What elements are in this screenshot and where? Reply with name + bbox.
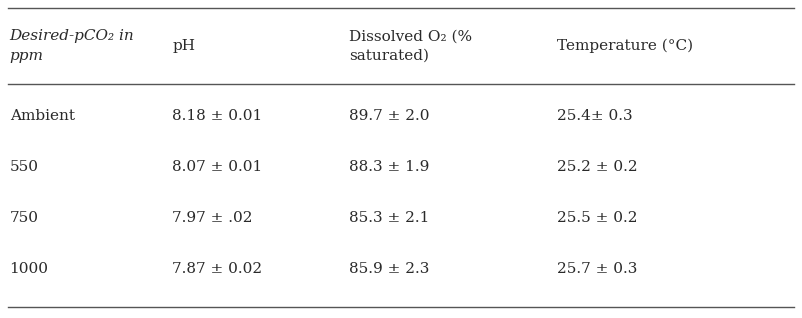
Text: 85.9 ± 2.3: 85.9 ± 2.3 bbox=[349, 262, 429, 276]
Text: 25.4± 0.3: 25.4± 0.3 bbox=[557, 109, 633, 123]
Text: 750: 750 bbox=[10, 211, 38, 225]
Text: Ambient: Ambient bbox=[10, 109, 75, 123]
Text: 550: 550 bbox=[10, 160, 38, 174]
Text: 1000: 1000 bbox=[10, 262, 49, 276]
Text: 25.7 ± 0.3: 25.7 ± 0.3 bbox=[557, 262, 638, 276]
Text: 8.07 ± 0.01: 8.07 ± 0.01 bbox=[172, 160, 263, 174]
Text: 25.5 ± 0.2: 25.5 ± 0.2 bbox=[557, 211, 638, 225]
Text: Temperature (°C): Temperature (°C) bbox=[557, 39, 694, 53]
Text: 7.87 ± 0.02: 7.87 ± 0.02 bbox=[172, 262, 262, 276]
Text: 25.2 ± 0.2: 25.2 ± 0.2 bbox=[557, 160, 638, 174]
Text: 85.3 ± 2.1: 85.3 ± 2.1 bbox=[349, 211, 429, 225]
Text: 89.7 ± 2.0: 89.7 ± 2.0 bbox=[349, 109, 429, 123]
Text: 7.97 ± .02: 7.97 ± .02 bbox=[172, 211, 253, 225]
Text: 88.3 ± 1.9: 88.3 ± 1.9 bbox=[349, 160, 429, 174]
Text: pH: pH bbox=[172, 39, 196, 53]
Text: Desired-⁠p⁠CO₂ in
ppm: Desired-⁠p⁠CO₂ in ppm bbox=[10, 29, 135, 63]
Text: Dissolved O₂ (%
saturated): Dissolved O₂ (% saturated) bbox=[349, 29, 472, 63]
Text: 8.18 ± 0.01: 8.18 ± 0.01 bbox=[172, 109, 263, 123]
